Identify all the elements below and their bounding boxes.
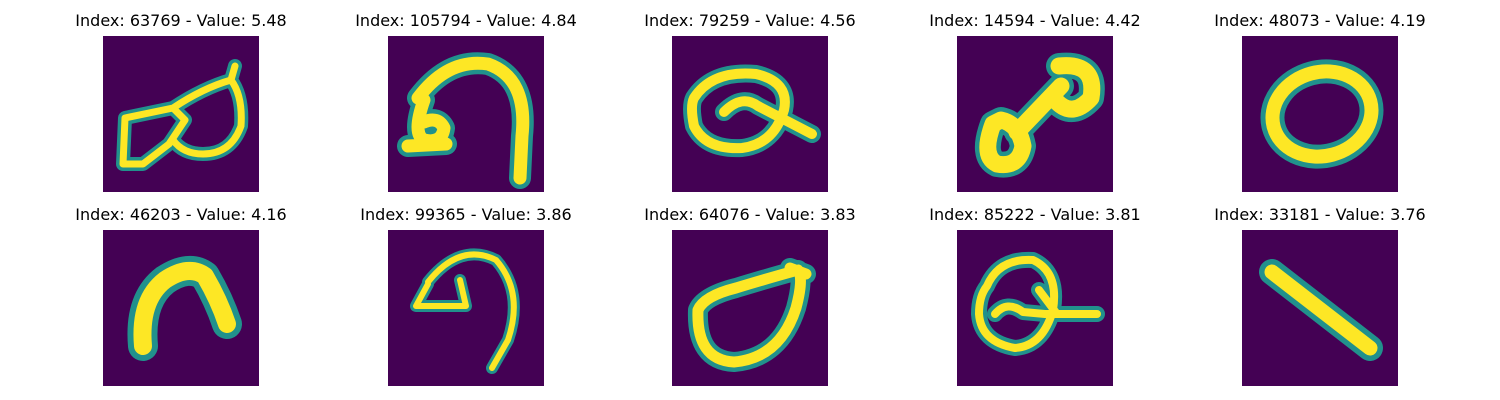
- q-glyph-icon: [957, 230, 1113, 386]
- double-loop-icon: [103, 36, 259, 192]
- panel-title: Index: 14594 - Value: 4.42: [929, 11, 1141, 30]
- panel-title: Index: 46203 - Value: 4.16: [75, 205, 287, 224]
- hook-thin-icon: [388, 230, 544, 386]
- glyph-image: [103, 230, 259, 386]
- glyph-image: [103, 36, 259, 192]
- panel-title: Index: 85222 - Value: 3.81: [929, 205, 1141, 224]
- glyph-image: [1242, 36, 1398, 192]
- panel-title: Index: 79259 - Value: 4.56: [644, 11, 856, 30]
- panel-title: Index: 48073 - Value: 4.19: [1214, 11, 1426, 30]
- slash-icon: [1242, 230, 1398, 386]
- blob-icon: [957, 36, 1113, 192]
- leaf-icon: [672, 230, 828, 386]
- zero-icon: [1242, 36, 1398, 192]
- glyph-image: [672, 230, 828, 386]
- loop-tail-icon: [672, 36, 828, 192]
- glyph-image: [388, 230, 544, 386]
- hook-icon: [388, 36, 544, 192]
- panel-title: Index: 63769 - Value: 5.48: [75, 11, 287, 30]
- panel-title: Index: 33181 - Value: 3.76: [1214, 205, 1426, 224]
- glyph-image: [957, 36, 1113, 192]
- arch-icon: [103, 230, 259, 386]
- panel-title: Index: 105794 - Value: 4.84: [355, 11, 577, 30]
- panel-title: Index: 99365 - Value: 3.86: [360, 205, 572, 224]
- glyph-image: [388, 36, 544, 192]
- glyph-image: [1242, 230, 1398, 386]
- glyph-image: [672, 36, 828, 192]
- panel-title: Index: 64076 - Value: 3.83: [644, 205, 856, 224]
- glyph-image: [957, 230, 1113, 386]
